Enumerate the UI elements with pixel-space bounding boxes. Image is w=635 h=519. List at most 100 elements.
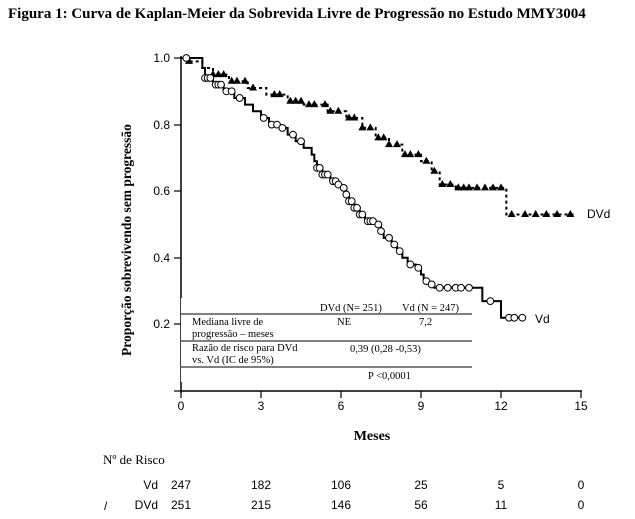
censor-mark-vd xyxy=(414,263,423,272)
y-axis: 1.0 0.8 0.6 0.4 0.2 xyxy=(153,51,182,393)
censor-mark-dvd xyxy=(553,210,561,218)
censor-mark-dvd xyxy=(358,123,367,131)
censor-mark-vd xyxy=(443,283,452,292)
censor-mark-dvd xyxy=(345,113,353,121)
table-row-label: vs. Vd (IC de 95%) xyxy=(192,355,274,366)
censor-mark-dvd xyxy=(366,123,375,131)
censor-mark-dvd xyxy=(326,106,335,114)
censor-mark-dvd xyxy=(291,96,300,104)
risk-cell: 146 xyxy=(331,498,351,512)
censor-mark-vd xyxy=(259,114,268,122)
censor-mark-dvd xyxy=(270,90,279,98)
risk-cell: 11 xyxy=(495,498,508,512)
censor-mark-vd xyxy=(457,283,465,292)
risk-cell: 182 xyxy=(251,478,271,492)
censor-mark-vd xyxy=(206,74,215,82)
censor-mark-dvd xyxy=(334,106,343,114)
censor-mark-dvd xyxy=(414,150,423,158)
risk-row-dvd: 251 215 146 56 11 0 xyxy=(171,498,585,512)
censor-mark-vd xyxy=(353,203,361,212)
censor-mark-dvd xyxy=(497,183,505,191)
y-tick-label: 0.8 xyxy=(153,118,170,132)
censor-mark-vd xyxy=(289,130,297,139)
series-label-vd: Vd xyxy=(535,312,550,326)
censor-mark-vd xyxy=(486,297,495,305)
table-col-header-vd: Vd (N = 247) xyxy=(402,303,459,314)
censor-mark-dvd xyxy=(227,76,236,84)
censor-mark-dvd xyxy=(401,150,409,158)
p-value: P <0,0001 xyxy=(368,371,411,382)
censor-mark-dvd xyxy=(438,180,447,188)
table-col-header-dvd: DVd (N= 251) xyxy=(320,303,382,314)
y-tick-label: 0.6 xyxy=(153,184,170,198)
censor-mark-vd xyxy=(227,87,236,96)
x-axis-label: Meses xyxy=(354,429,391,444)
table-cell: NE xyxy=(337,317,351,328)
censor-mark-dvd xyxy=(473,183,481,191)
censor-mark-dvd xyxy=(310,100,319,108)
censor-mark-vd xyxy=(182,54,191,62)
censor-mark-vd xyxy=(323,170,332,179)
censor-mark-vd xyxy=(342,190,351,199)
series-label-dvd: DVd xyxy=(587,207,610,221)
censor-mark-vd xyxy=(217,80,225,89)
risk-row-vd: 247 182 106 25 5 0 xyxy=(171,478,585,492)
table-row-label: progressão – meses xyxy=(192,329,274,340)
risk-cell: 25 xyxy=(414,478,428,492)
censor-mark-dvd xyxy=(406,150,415,158)
censor-mark-dvd xyxy=(241,76,249,84)
censor-mark-dvd xyxy=(531,210,540,218)
censor-mark-vd xyxy=(315,163,324,172)
x-tick-label: 3 xyxy=(258,399,265,413)
censor-mark-dvd xyxy=(249,83,257,91)
censor-mark-dvd xyxy=(459,183,468,191)
censor-mark-dvd xyxy=(305,100,313,108)
risk-cell: 5 xyxy=(498,478,505,492)
censor-mark-vd xyxy=(465,283,473,292)
censor-mark-vd xyxy=(435,283,444,292)
censor-mark-dvd xyxy=(465,183,473,191)
censor-mark-vd xyxy=(377,227,385,236)
censor-mark-vd xyxy=(278,124,287,132)
censor-mark-dvd xyxy=(489,183,497,191)
x-tick-label: 12 xyxy=(494,399,508,413)
risk-row-label: Vd xyxy=(143,478,158,492)
censor-mark-dvd xyxy=(454,183,463,191)
censor-mark-vd xyxy=(510,313,519,322)
censor-mark-dvd xyxy=(542,210,551,218)
censor-mark-dvd xyxy=(350,113,359,121)
summary-table: DVd (N= 251) Vd (N = 247) Mediana livre … xyxy=(181,298,473,382)
series-line-dvd xyxy=(181,57,576,216)
risk-mark: / xyxy=(104,499,108,513)
risk-cell: 56 xyxy=(414,498,428,512)
censor-mark-dvd xyxy=(379,133,388,141)
censor-mark-dvd xyxy=(297,96,305,104)
x-tick-label: 15 xyxy=(574,399,588,413)
censor-mark-dvd xyxy=(275,90,284,98)
censor-mark-dvd xyxy=(286,96,295,104)
table-row-label: Mediana livre de xyxy=(192,317,263,328)
censor-mark-vd xyxy=(339,183,348,192)
censor-mark-dvd xyxy=(321,100,329,108)
censor-mark-dvd xyxy=(481,183,489,191)
risk-cell: 215 xyxy=(251,498,271,512)
censor-mark-dvd xyxy=(430,166,439,174)
censor-mark-vd xyxy=(358,210,367,219)
censor-mark-dvd xyxy=(422,156,431,164)
risk-cell: 106 xyxy=(331,478,351,492)
censor-mark-vd xyxy=(235,94,244,102)
figure-title: Figura 1: Curva de Kaplan-Meier da Sobre… xyxy=(8,6,586,22)
table-row-label: Razão de risco para DVd xyxy=(192,343,298,354)
censor-mark-dvd xyxy=(507,210,516,218)
censor-mark-dvd xyxy=(566,210,575,218)
risk-table-header: Nº de Risco xyxy=(103,452,165,467)
y-tick-label: 1.0 xyxy=(153,51,170,65)
censor-mark-dvd xyxy=(385,140,393,148)
plot-area xyxy=(181,54,576,322)
censor-mark-vd xyxy=(347,197,356,206)
censor-mark-vd xyxy=(385,233,393,242)
censor-mark-dvd xyxy=(374,133,383,141)
risk-table: Nº de Risco Vd DVd / 247 182 106 25 5 0 … xyxy=(103,452,585,513)
censor-mark-dvd xyxy=(214,70,223,78)
